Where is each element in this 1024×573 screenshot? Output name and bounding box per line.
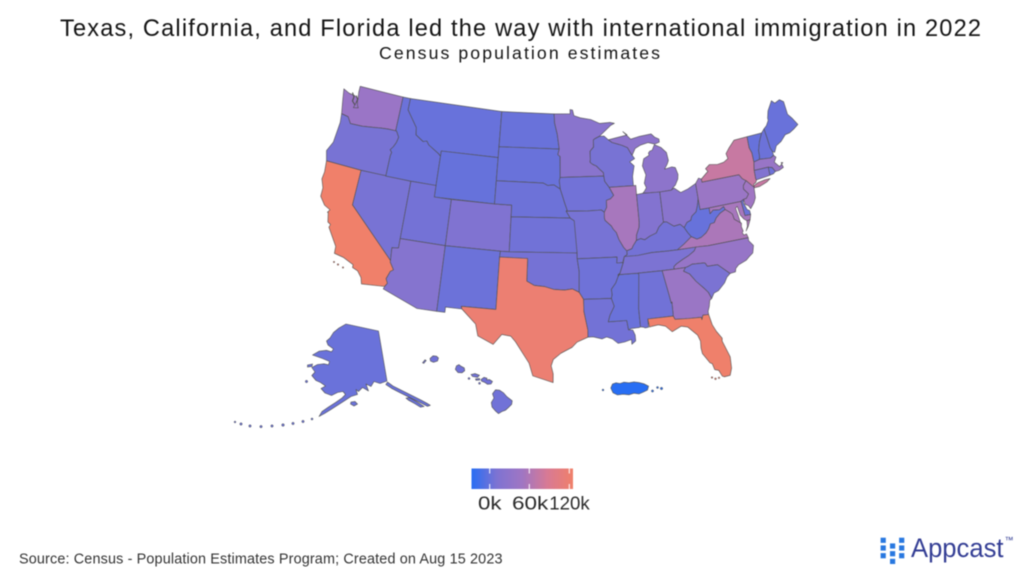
svg-text:Appcast: Appcast	[911, 533, 1004, 563]
svg-text:Source: Census - Population Es: Source: Census - Population Estimates Pr…	[19, 552, 503, 568]
svg-text:0k: 0k	[478, 493, 502, 514]
svg-text:60k: 60k	[512, 493, 549, 514]
svg-text:120k: 120k	[549, 493, 590, 514]
svg-text:™: ™	[1005, 535, 1014, 545]
svg-text:Census population estimates: Census population estimates	[379, 43, 660, 63]
svg-text:Texas, California, and Florida: Texas, California, and Florida led the w…	[60, 16, 981, 42]
